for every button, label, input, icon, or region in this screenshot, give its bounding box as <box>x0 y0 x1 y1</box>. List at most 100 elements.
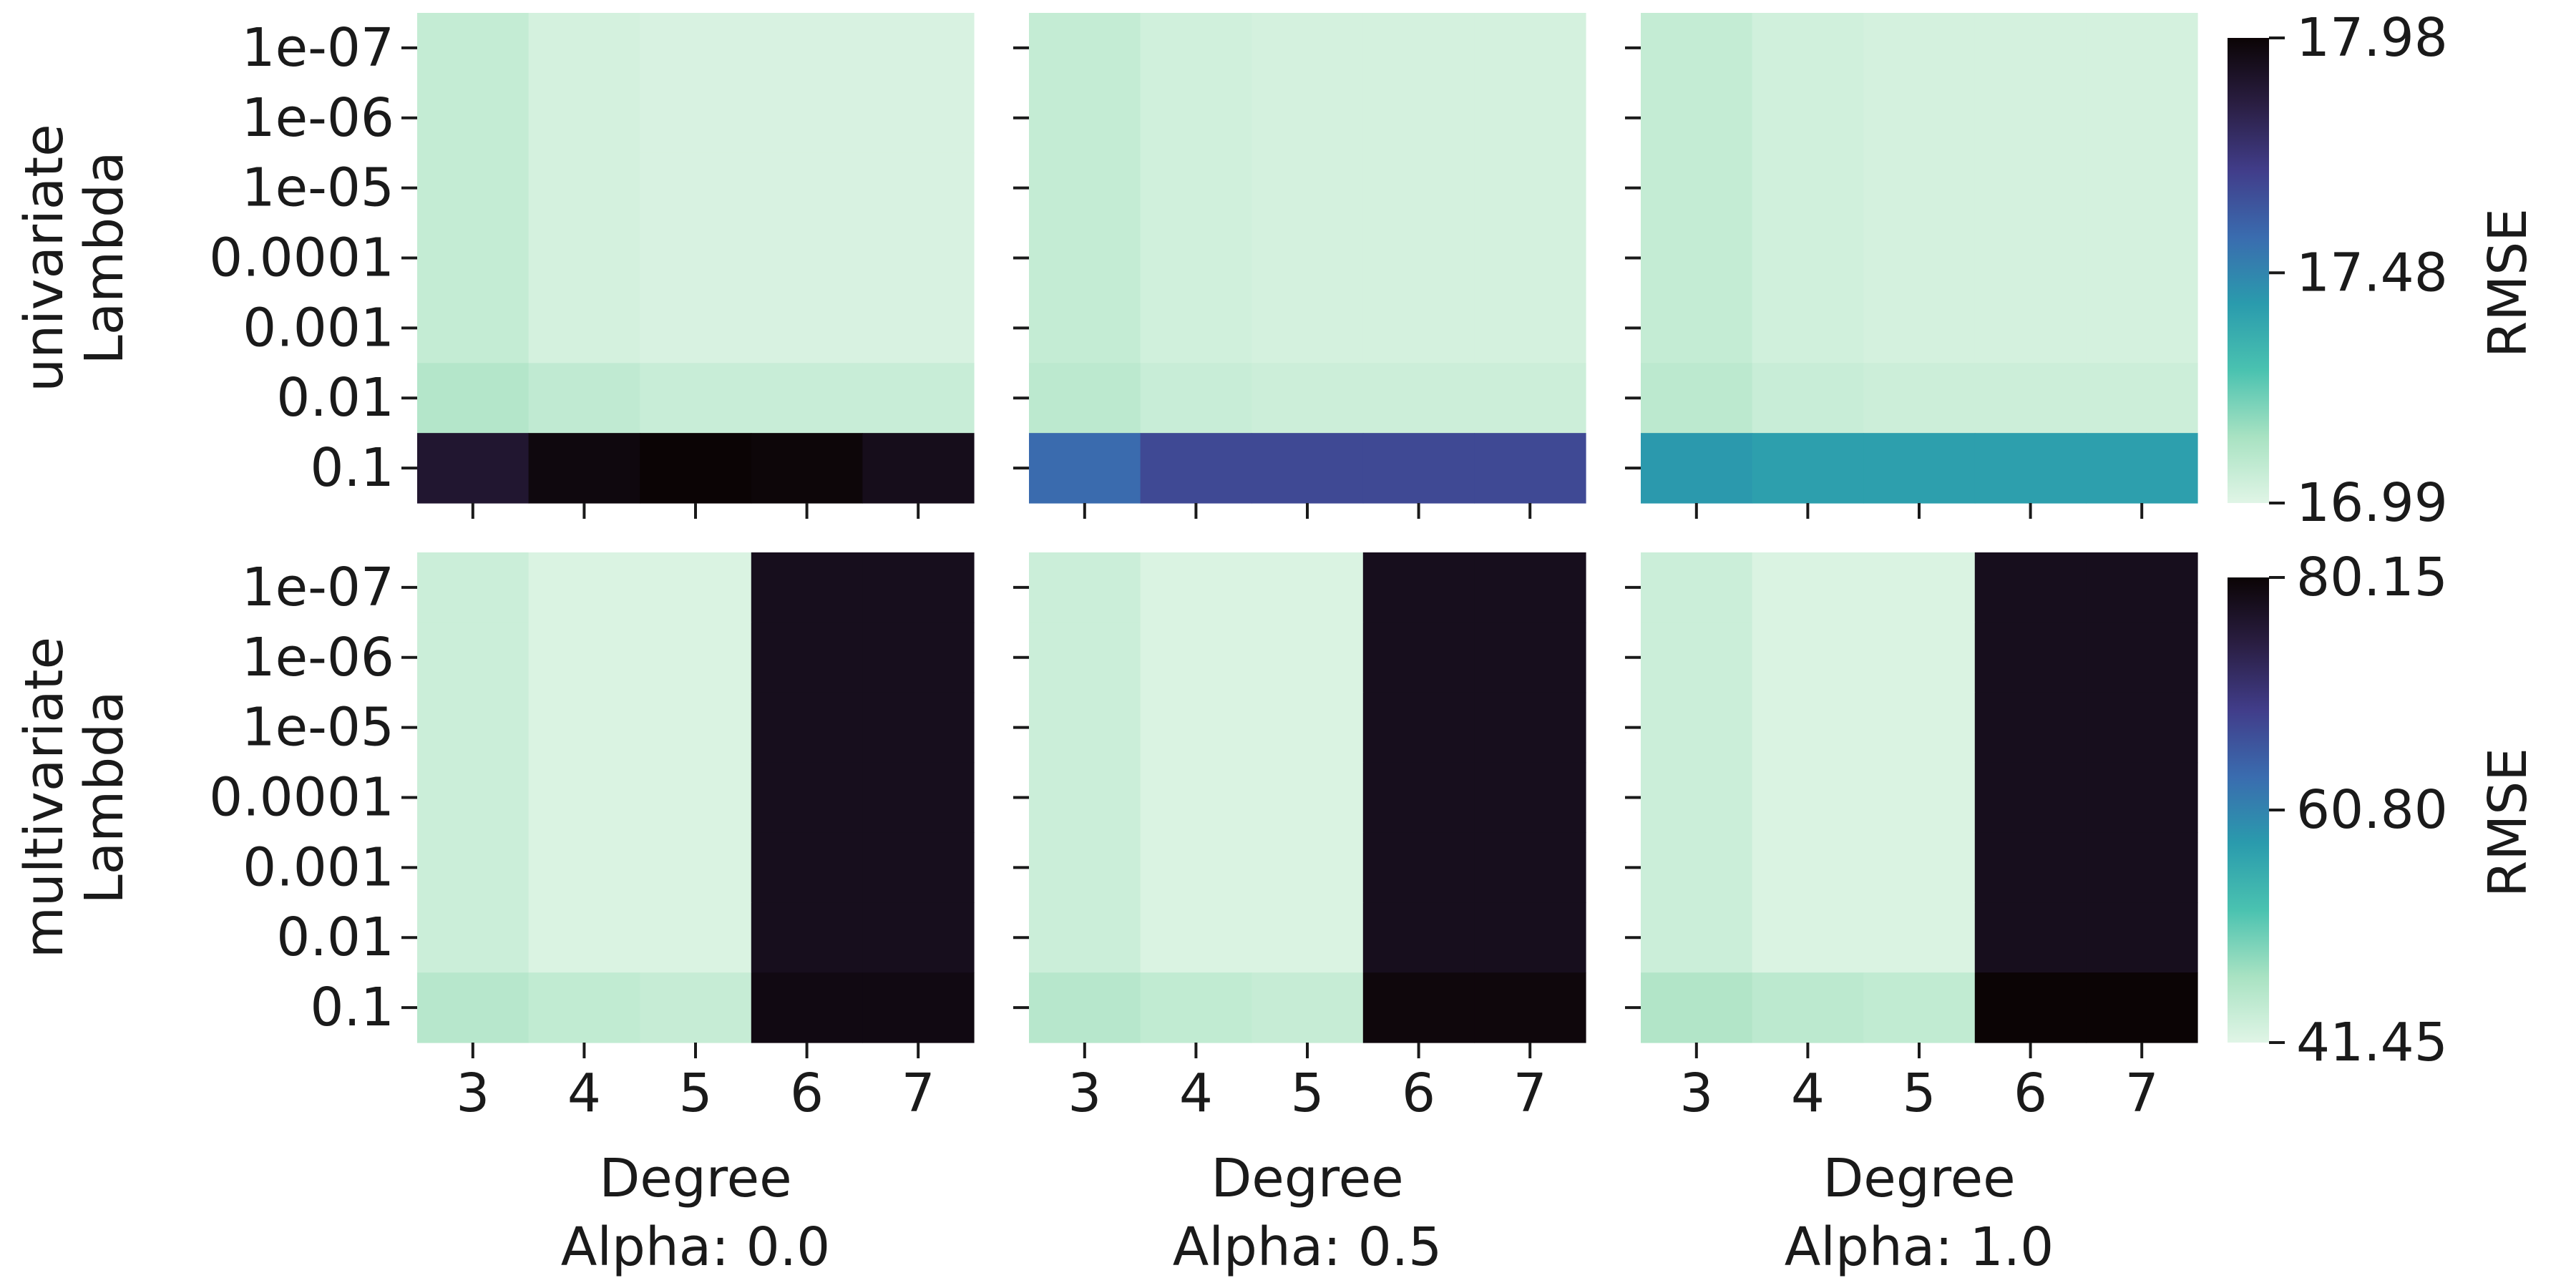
heatmap-cell <box>1752 293 1864 364</box>
heatmap-cell <box>1641 152 1753 224</box>
heatmap-cell <box>1752 762 1864 834</box>
heatmap-cell <box>1863 293 1976 364</box>
heatmap-cell <box>640 363 752 434</box>
y-tick-label: 0.1 <box>310 977 394 1038</box>
heatmap-cell <box>1029 433 1141 504</box>
heatmap-cell <box>2086 972 2198 1043</box>
heatmap-cell <box>862 552 975 623</box>
heatmap-cell <box>417 223 530 294</box>
heatmap-cell <box>1641 832 1753 903</box>
heatmap-cell <box>2086 552 2198 623</box>
heatmap-cell <box>1029 223 1141 294</box>
heatmap-cell <box>862 692 975 763</box>
heatmap-cell <box>528 902 640 973</box>
heatmap-cell <box>1641 972 1753 1043</box>
x-tick-label: 6 <box>2014 1063 2047 1124</box>
heatmap-cell <box>1362 293 1475 364</box>
heatmap-cell <box>2086 13 2198 84</box>
heatmap-cell <box>528 152 640 224</box>
heatmap-cell <box>1752 152 1864 224</box>
column-label: Alpha: 0.5 <box>1173 1216 1443 1278</box>
row-name-label: multivariate <box>14 637 75 958</box>
heatmap-cell <box>1641 433 1753 504</box>
heatmap-cell <box>1641 13 1753 84</box>
heatmap-cell <box>1140 832 1252 903</box>
heatmap-cell <box>1474 972 1586 1043</box>
x-tick-label: 5 <box>1902 1063 1936 1124</box>
heatmap-cell <box>417 972 530 1043</box>
heatmap-cell <box>1863 363 1976 434</box>
heatmap-cell <box>1474 902 1586 973</box>
heatmap-cell <box>640 972 752 1043</box>
heatmap-cell <box>862 363 975 434</box>
heatmap-cell <box>1029 82 1141 154</box>
heatmap-cell <box>751 82 863 154</box>
heatmap-cell <box>1029 692 1141 763</box>
heatmap-cell <box>1140 972 1252 1043</box>
heatmap-cell <box>640 692 752 763</box>
heatmap-cell <box>751 433 863 504</box>
heatmap-cell <box>640 433 752 504</box>
heatmap-cell <box>1140 82 1252 154</box>
heatmap-cell <box>1252 972 1364 1043</box>
heatmap-cell <box>1863 552 1976 623</box>
heatmap-cell <box>640 762 752 834</box>
heatmap-cell <box>2086 762 2198 834</box>
colorbar-tick-label: 80.15 <box>2296 547 2448 608</box>
colorbar-tick-label: 17.98 <box>2296 7 2448 69</box>
colorbar-tick-label: 17.48 <box>2296 242 2448 303</box>
heatmap-cell <box>751 902 863 973</box>
heatmap-cell <box>862 972 975 1043</box>
heatmap-cell <box>640 622 752 693</box>
heatmap-cell <box>417 152 530 224</box>
heatmap-cell <box>751 152 863 224</box>
heatmap-cell <box>2086 223 2198 294</box>
heatmap-cell <box>1029 293 1141 364</box>
heatmap-cell <box>1140 552 1252 623</box>
heatmap-cell <box>1474 223 1586 294</box>
heatmap-cell <box>1362 13 1475 84</box>
heatmap-cell <box>862 832 975 903</box>
x-axis-label: Degree <box>1823 1148 2015 1209</box>
heatmap-cell <box>1474 762 1586 834</box>
x-tick-label: 3 <box>1679 1063 1713 1124</box>
x-tick-label: 5 <box>1290 1063 1324 1124</box>
heatmap-cell <box>1641 692 1753 763</box>
heatmap-cell <box>1029 152 1141 224</box>
x-tick-label: 6 <box>1402 1063 1435 1124</box>
heatmap-cell <box>1362 552 1475 623</box>
colorbar <box>2228 577 2269 1043</box>
heatmap-cell <box>417 13 530 84</box>
heatmap-cell <box>1863 832 1976 903</box>
heatmap-cell <box>1362 902 1475 973</box>
heatmap-cell <box>862 152 975 224</box>
heatmap-cell <box>1252 832 1364 903</box>
heatmap-cell <box>1974 622 2087 693</box>
y-tick-label: 1e-07 <box>242 17 394 79</box>
heatmap-cell <box>1974 552 2087 623</box>
heatmap-cell <box>1974 82 2087 154</box>
heatmap-cell <box>1752 82 1864 154</box>
heatmap-cell <box>1140 13 1252 84</box>
heatmap-cell <box>2086 293 2198 364</box>
heatmap-cell <box>1863 223 1976 294</box>
heatmap-cell <box>417 293 530 364</box>
heatmap-cell <box>1140 152 1252 224</box>
heatmap-cell <box>1974 832 2087 903</box>
heatmap-cell <box>1641 293 1753 364</box>
heatmap-cell <box>1362 972 1475 1043</box>
heatmap-cell <box>1974 762 2087 834</box>
heatmap-cell <box>528 832 640 903</box>
row-name-label: univariate <box>14 124 75 391</box>
colorbar <box>2228 38 2269 503</box>
y-axis-label: Lambda <box>74 152 135 365</box>
heatmap-cell <box>1474 433 1586 504</box>
heatmap-cell <box>1641 762 1753 834</box>
heatmap-cell <box>1474 363 1586 434</box>
heatmap-cell <box>1752 972 1864 1043</box>
heatmap-cell <box>1641 363 1753 434</box>
heatmap-cell <box>1252 622 1364 693</box>
heatmap-cell <box>1029 622 1141 693</box>
heatmap-cell <box>751 972 863 1043</box>
